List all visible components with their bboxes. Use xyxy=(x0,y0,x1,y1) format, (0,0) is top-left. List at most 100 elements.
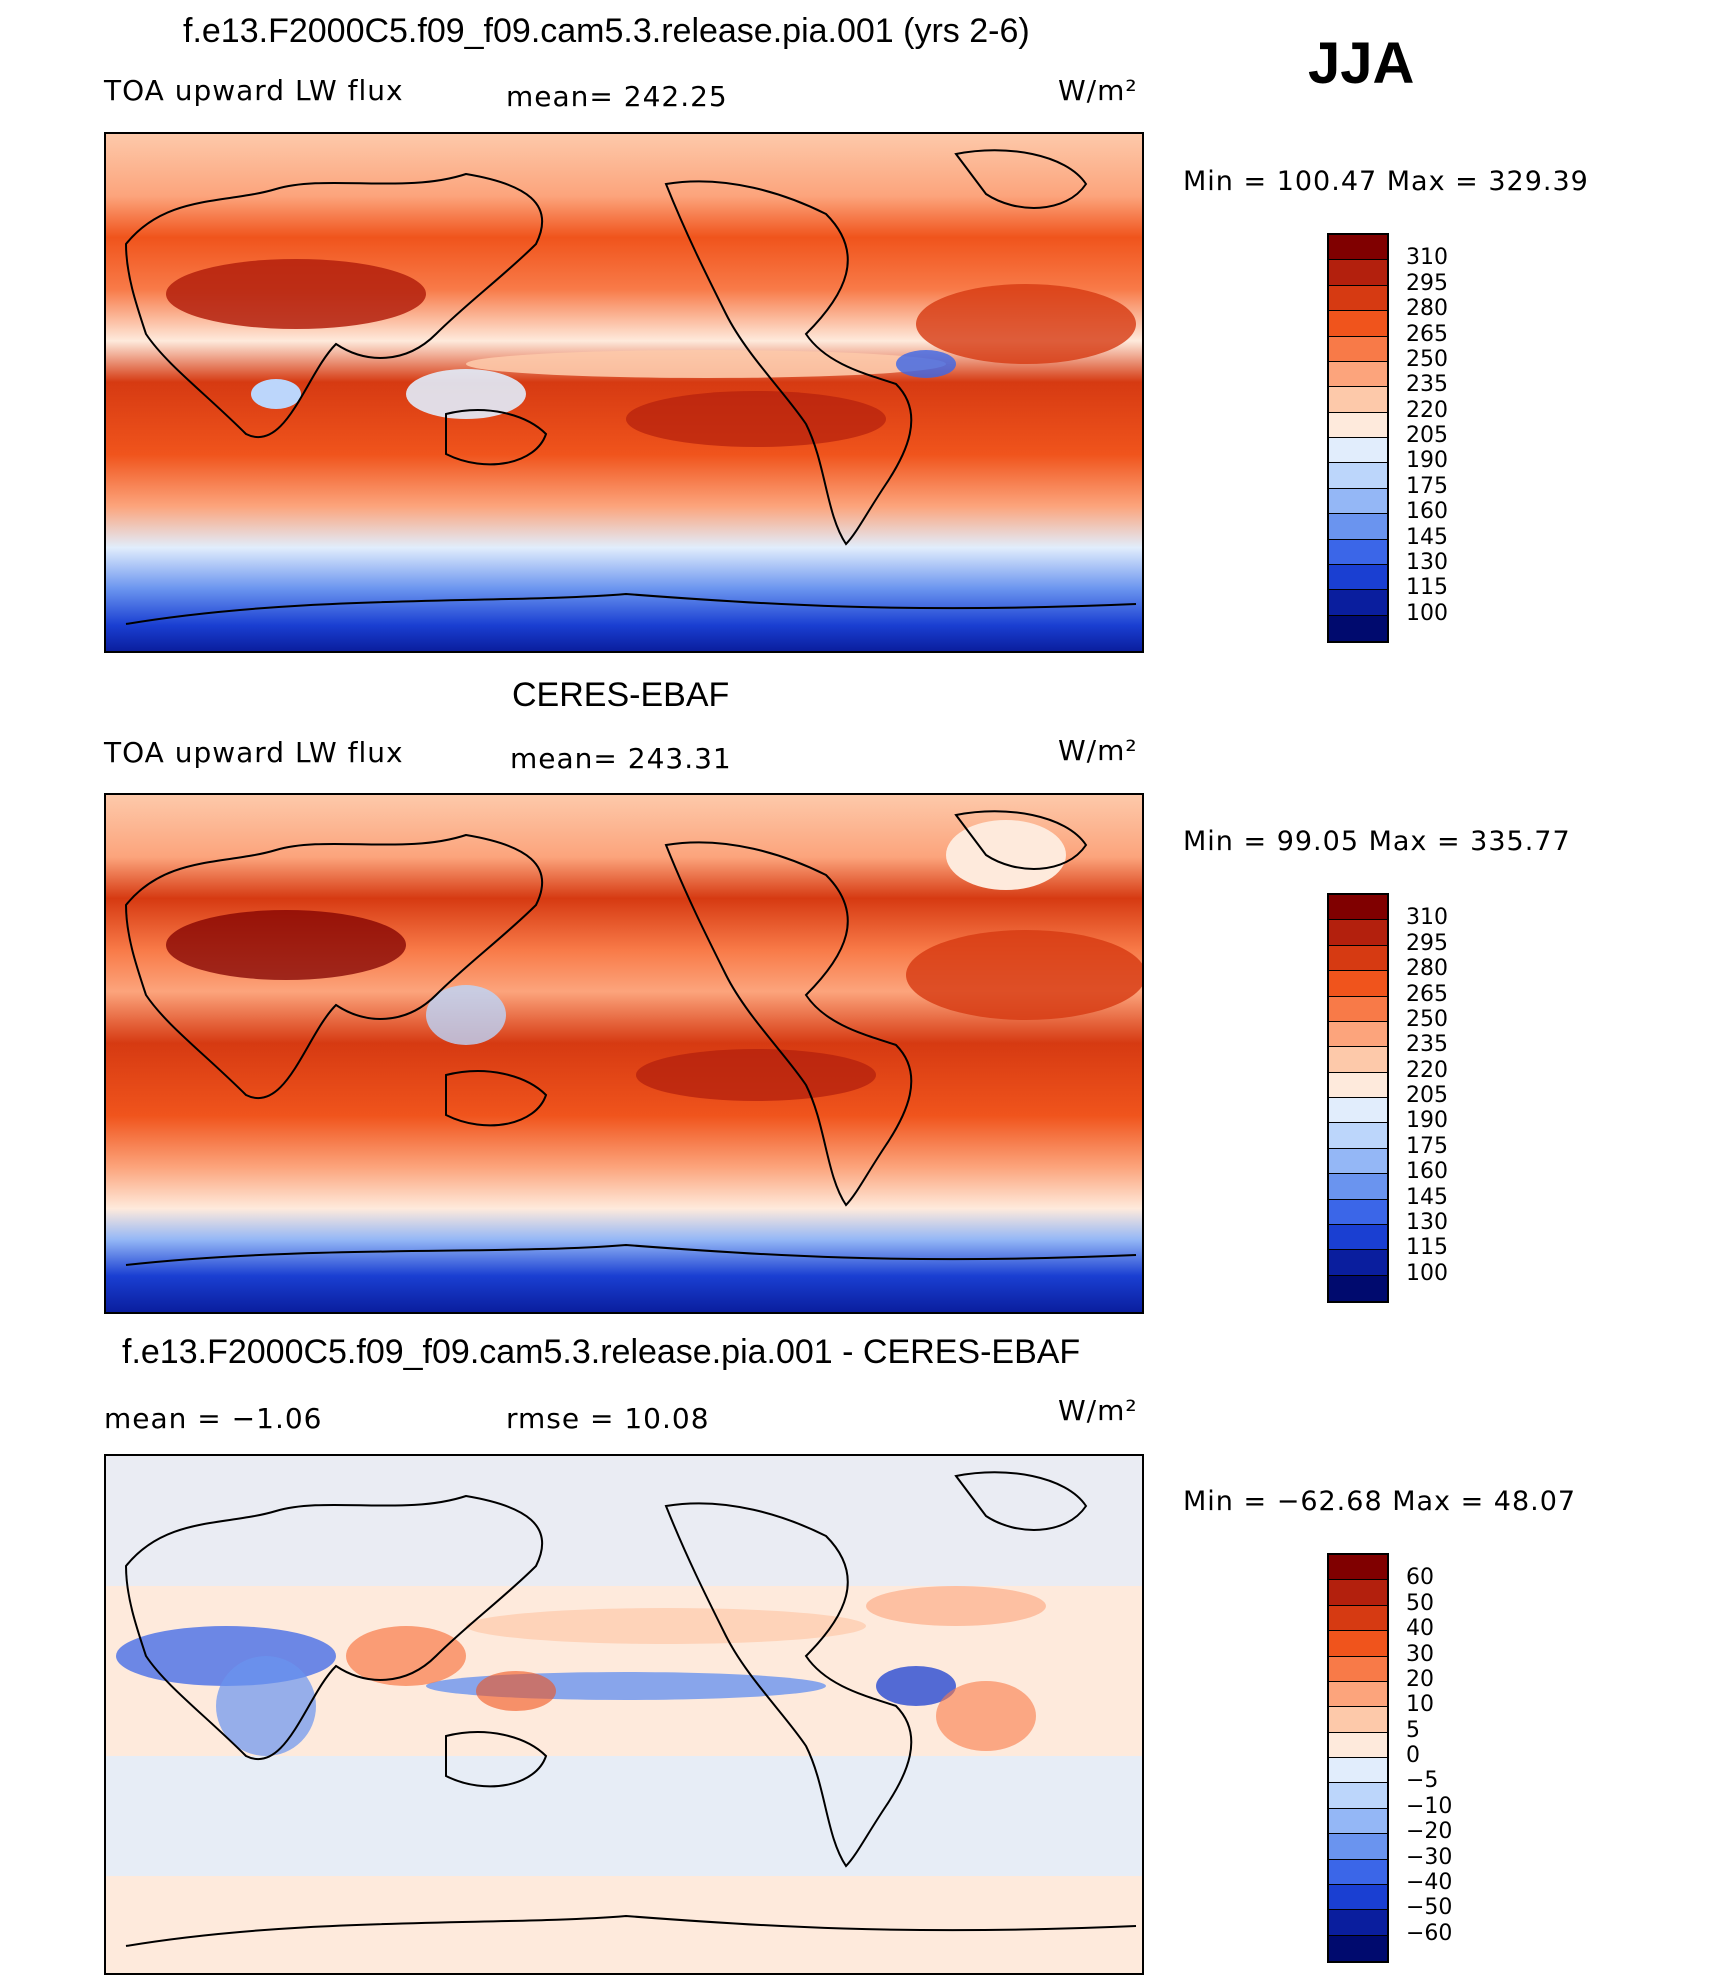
colorbar-tick-label: 160 xyxy=(1406,1159,1448,1185)
colorbar-swatch xyxy=(1329,1580,1387,1606)
colorbar-tick-label: 190 xyxy=(1406,448,1448,474)
colorbar-swatch xyxy=(1329,514,1387,540)
colorbar-swatch xyxy=(1329,1123,1387,1149)
colorbar-swatch xyxy=(1329,615,1387,641)
panel3-rmse: rmse = 10.08 xyxy=(506,1402,710,1435)
panel3-map xyxy=(104,1454,1144,1975)
colorbar-swatch xyxy=(1329,285,1387,312)
colorbar-tick-label: 265 xyxy=(1406,321,1448,347)
colorbar-tick-label: 295 xyxy=(1406,270,1448,296)
colorbar-tick-label: 20 xyxy=(1406,1666,1434,1692)
panel1-mean: mean= 242.25 xyxy=(506,80,728,113)
colorbar-tick-label: 115 xyxy=(1406,575,1448,601)
colorbar-tick-label: 280 xyxy=(1406,956,1448,982)
colorbar-swatch xyxy=(1329,1910,1387,1936)
panel1-title: f.e13.F2000C5.f09_f09.cam5.3.release.pia… xyxy=(183,12,1030,50)
colorbar-tick-label: 265 xyxy=(1406,981,1448,1007)
colorbar-tick-label: −50 xyxy=(1406,1895,1453,1921)
colorbar-swatch xyxy=(1329,336,1387,362)
colorbar-swatch xyxy=(1329,1605,1387,1632)
colorbar-tick-label: 50 xyxy=(1406,1590,1434,1616)
season-label: JJA xyxy=(1308,31,1415,96)
colorbar-tick-label: −10 xyxy=(1406,1793,1453,1819)
colorbar-tick-label: 115 xyxy=(1406,1235,1448,1261)
colorbar-swatch xyxy=(1329,311,1387,337)
colorbar-swatch xyxy=(1329,1758,1387,1784)
colorbar-tick-label: 250 xyxy=(1406,1006,1448,1032)
colorbar-swatch xyxy=(1329,1808,1387,1835)
panel1-variable: TOA upward LW flux xyxy=(104,74,404,107)
panel2-map xyxy=(104,793,1144,1314)
panel1-units: W/m² xyxy=(1058,74,1138,107)
colorbar-tick-label: 175 xyxy=(1406,473,1448,499)
colorbar-swatch xyxy=(1329,1199,1387,1225)
colorbar-swatch xyxy=(1329,996,1387,1022)
colorbar-tick-label: 130 xyxy=(1406,549,1448,575)
colorbar-swatch xyxy=(1329,1250,1387,1276)
colorbar-swatch xyxy=(1329,1834,1387,1860)
colorbar-swatch xyxy=(1329,1656,1387,1682)
panel3-mean: mean = −1.06 xyxy=(104,1402,323,1435)
colorbar-tick-label: −20 xyxy=(1406,1819,1453,1845)
colorbar-tick-label: 205 xyxy=(1406,423,1448,448)
colorbar-tick-label: 250 xyxy=(1406,346,1448,372)
panel1-map xyxy=(104,132,1144,653)
colorbar-tick-label: −30 xyxy=(1406,1844,1453,1870)
colorbar-swatch xyxy=(1329,438,1387,464)
colorbar-tick-label: 280 xyxy=(1406,296,1448,322)
colorbar-tick-label: 40 xyxy=(1406,1616,1434,1642)
colorbar-swatch xyxy=(1329,1884,1387,1911)
colorbar-swatch xyxy=(1329,1148,1387,1175)
colorbar-swatch xyxy=(1329,1021,1387,1048)
colorbar-tick-label: 100 xyxy=(1406,1260,1448,1286)
colorbar-tick-label: 10 xyxy=(1406,1692,1434,1718)
panel2-title: CERES-EBAF xyxy=(512,676,730,714)
panel2-units: W/m² xyxy=(1058,734,1138,767)
colorbar-swatch xyxy=(1329,1275,1387,1301)
colorbar-tick-label: 190 xyxy=(1406,1108,1448,1134)
colorbar-swatch xyxy=(1329,1072,1387,1098)
colorbar-swatch xyxy=(1329,539,1387,565)
colorbar-swatch xyxy=(1329,235,1387,261)
colorbar-swatch xyxy=(1329,1224,1387,1251)
colorbar-tick-label: 145 xyxy=(1406,524,1448,550)
colorbar-tick-label: 205 xyxy=(1406,1083,1448,1108)
panel1-minmax: Min = 100.47 Max = 329.39 xyxy=(1183,166,1589,197)
panel3-title: f.e13.F2000C5.f09_f09.cam5.3.release.pia… xyxy=(122,1333,1081,1371)
colorbar-tick-label: 160 xyxy=(1406,499,1448,525)
colorbar-swatch xyxy=(1329,1783,1387,1809)
colorbar-tick-label: 0 xyxy=(1406,1743,1420,1768)
colorbar-swatch xyxy=(1329,590,1387,616)
panel1-colorbar xyxy=(1327,233,1389,643)
colorbar-swatch xyxy=(1329,488,1387,515)
colorbar-swatch xyxy=(1329,1631,1387,1657)
colorbar-swatch xyxy=(1329,412,1387,438)
panel2-minmax: Min = 99.05 Max = 335.77 xyxy=(1183,826,1571,857)
panel3-units: W/m² xyxy=(1058,1394,1138,1427)
colorbar-swatch xyxy=(1329,1174,1387,1200)
colorbar-swatch xyxy=(1329,564,1387,591)
colorbar-swatch xyxy=(1329,971,1387,997)
colorbar-tick-label: −40 xyxy=(1406,1869,1453,1895)
colorbar-tick-label: 295 xyxy=(1406,930,1448,956)
colorbar-tick-label: 220 xyxy=(1406,397,1448,423)
colorbar-tick-label: 5 xyxy=(1406,1717,1420,1743)
colorbar-tick-label: −5 xyxy=(1406,1768,1439,1794)
colorbar-tick-label: 60 xyxy=(1406,1565,1434,1591)
panel2-colorbar xyxy=(1327,893,1389,1303)
colorbar-tick-label: −60 xyxy=(1406,1920,1453,1946)
colorbar-swatch xyxy=(1329,920,1387,946)
colorbar-tick-label: 175 xyxy=(1406,1133,1448,1159)
panel3-colorbar xyxy=(1327,1553,1389,1963)
colorbar-tick-label: 30 xyxy=(1406,1641,1434,1667)
colorbar-tick-label: 235 xyxy=(1406,1032,1448,1058)
colorbar-tick-label: 100 xyxy=(1406,600,1448,626)
colorbar-swatch xyxy=(1329,387,1387,413)
colorbar-swatch xyxy=(1329,1047,1387,1073)
colorbar-swatch xyxy=(1329,1707,1387,1733)
colorbar-swatch xyxy=(1329,260,1387,286)
colorbar-swatch xyxy=(1329,1935,1387,1961)
colorbar-swatch xyxy=(1329,1098,1387,1124)
colorbar-swatch xyxy=(1329,1859,1387,1885)
colorbar-swatch xyxy=(1329,1732,1387,1758)
